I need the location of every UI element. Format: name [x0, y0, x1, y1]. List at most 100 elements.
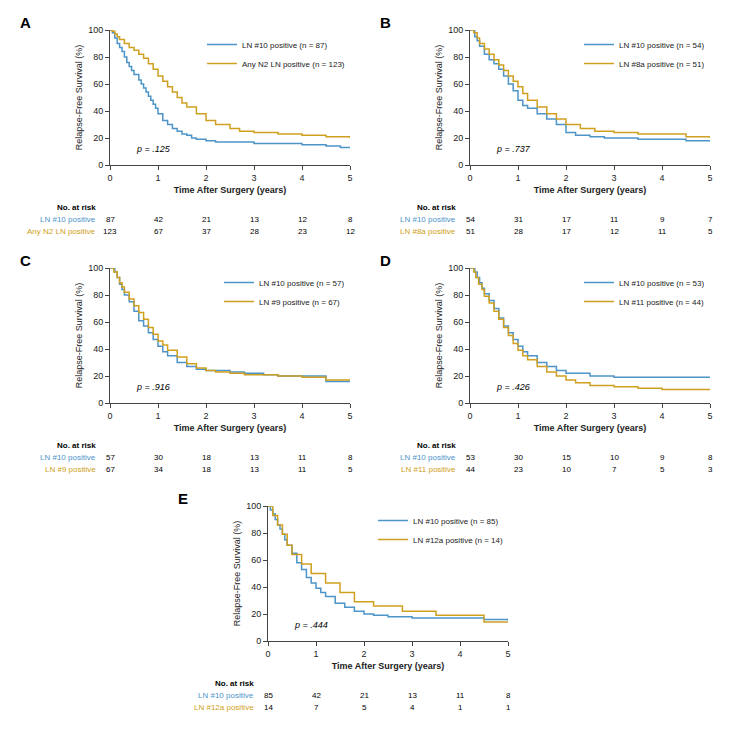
svg-text:2: 2 — [563, 173, 568, 183]
svg-text:No. at risk: No. at risk — [57, 203, 96, 212]
svg-text:40: 40 — [93, 344, 103, 354]
svg-text:123: 123 — [103, 227, 117, 236]
svg-text:p = .916: p = .916 — [136, 382, 170, 392]
svg-text:5: 5 — [660, 465, 665, 474]
svg-text:42: 42 — [154, 215, 163, 224]
svg-text:60: 60 — [93, 79, 103, 89]
svg-text:p = .444: p = .444 — [294, 620, 328, 630]
svg-text:LN #8a positive (n = 51): LN #8a positive (n = 51) — [619, 60, 704, 69]
svg-text:40: 40 — [453, 344, 463, 354]
svg-text:20: 20 — [251, 609, 261, 619]
svg-text:3: 3 — [251, 411, 256, 421]
svg-text:2: 2 — [563, 411, 568, 421]
svg-text:11: 11 — [456, 691, 465, 700]
svg-text:1: 1 — [515, 411, 520, 421]
svg-text:LN #8a positive: LN #8a positive — [400, 227, 456, 236]
svg-text:21: 21 — [202, 215, 211, 224]
svg-text:34: 34 — [154, 465, 163, 474]
svg-text:7: 7 — [708, 215, 713, 224]
svg-text:4: 4 — [410, 703, 415, 712]
svg-text:9: 9 — [660, 215, 665, 224]
svg-text:67: 67 — [106, 465, 115, 474]
svg-text:42: 42 — [312, 691, 321, 700]
svg-text:8: 8 — [348, 215, 353, 224]
svg-text:8: 8 — [348, 453, 353, 462]
svg-text:LN #10 positive: LN #10 positive — [40, 453, 96, 462]
svg-text:13: 13 — [408, 691, 417, 700]
svg-text:Relapse-Free Survival (%): Relapse-Free Survival (%) — [74, 45, 84, 151]
svg-text:100: 100 — [88, 25, 103, 35]
svg-text:8: 8 — [506, 691, 511, 700]
svg-text:20: 20 — [453, 371, 463, 381]
svg-text:23: 23 — [298, 227, 307, 236]
svg-text:Relapse-Free Survival (%): Relapse-Free Survival (%) — [434, 283, 444, 389]
svg-text:80: 80 — [93, 52, 103, 62]
svg-text:3: 3 — [251, 173, 256, 183]
svg-text:4: 4 — [659, 411, 664, 421]
svg-text:53: 53 — [466, 453, 475, 462]
svg-text:C: C — [20, 252, 31, 269]
svg-text:0: 0 — [458, 160, 463, 170]
svg-text:21: 21 — [360, 691, 369, 700]
svg-text:12: 12 — [610, 227, 619, 236]
svg-text:0: 0 — [458, 398, 463, 408]
svg-text:Time After Surgery (years): Time After Surgery (years) — [174, 423, 287, 433]
svg-text:Any N2 LN positive (n = 123): Any N2 LN positive (n = 123) — [242, 60, 345, 69]
svg-text:LN #10 positive: LN #10 positive — [400, 453, 456, 462]
svg-text:17: 17 — [562, 227, 571, 236]
svg-text:LN #10 positive: LN #10 positive — [40, 215, 96, 224]
svg-text:1: 1 — [506, 703, 511, 712]
svg-text:E: E — [178, 490, 188, 507]
svg-text:2: 2 — [203, 411, 208, 421]
svg-text:LN #11 positive: LN #11 positive — [401, 465, 456, 474]
svg-text:0: 0 — [265, 649, 270, 659]
svg-text:5: 5 — [347, 173, 352, 183]
svg-text:20: 20 — [93, 371, 103, 381]
svg-text:28: 28 — [250, 227, 259, 236]
svg-text:44: 44 — [466, 465, 475, 474]
svg-text:17: 17 — [562, 215, 571, 224]
svg-text:3: 3 — [708, 465, 713, 474]
svg-text:B: B — [380, 14, 391, 31]
svg-text:5: 5 — [707, 411, 712, 421]
svg-text:80: 80 — [453, 290, 463, 300]
svg-text:40: 40 — [251, 582, 261, 592]
svg-text:LN #10 positive (n = 57): LN #10 positive (n = 57) — [259, 279, 344, 288]
svg-text:100: 100 — [88, 263, 103, 273]
svg-text:4: 4 — [299, 173, 304, 183]
svg-text:18: 18 — [202, 465, 211, 474]
svg-text:80: 80 — [93, 290, 103, 300]
svg-text:15: 15 — [562, 453, 571, 462]
svg-text:8: 8 — [708, 453, 713, 462]
svg-text:5: 5 — [348, 465, 353, 474]
svg-text:0: 0 — [256, 636, 261, 646]
svg-text:LN #12a positive (n = 14): LN #12a positive (n = 14) — [413, 536, 503, 545]
svg-text:LN #9 positive (n = 67): LN #9 positive (n = 67) — [259, 298, 340, 307]
svg-text:1: 1 — [155, 411, 160, 421]
svg-text:11: 11 — [610, 215, 619, 224]
svg-text:Time After Surgery (years): Time After Surgery (years) — [534, 185, 647, 195]
svg-text:67: 67 — [154, 227, 163, 236]
svg-text:D: D — [380, 252, 391, 269]
svg-text:11: 11 — [658, 227, 667, 236]
svg-text:4: 4 — [659, 173, 664, 183]
svg-text:54: 54 — [466, 215, 475, 224]
svg-text:A: A — [20, 14, 31, 31]
svg-text:No. at risk: No. at risk — [57, 441, 96, 450]
svg-text:2: 2 — [203, 173, 208, 183]
svg-text:LN #10 positive: LN #10 positive — [400, 215, 456, 224]
svg-text:30: 30 — [514, 453, 523, 462]
svg-text:20: 20 — [453, 133, 463, 143]
svg-text:LN #10 positive (n = 85): LN #10 positive (n = 85) — [413, 517, 498, 526]
svg-text:7: 7 — [612, 465, 617, 474]
svg-text:Any N2 LN positive: Any N2 LN positive — [27, 227, 96, 236]
svg-text:60: 60 — [453, 317, 463, 327]
svg-text:Relapse-Free Survival (%): Relapse-Free Survival (%) — [74, 283, 84, 389]
svg-text:0: 0 — [107, 411, 112, 421]
svg-text:0: 0 — [467, 173, 472, 183]
svg-text:Relapse-Free Survival (%): Relapse-Free Survival (%) — [434, 45, 444, 151]
svg-text:20: 20 — [93, 133, 103, 143]
svg-text:9: 9 — [660, 453, 665, 462]
svg-text:2: 2 — [361, 649, 366, 659]
svg-text:11: 11 — [298, 465, 307, 474]
